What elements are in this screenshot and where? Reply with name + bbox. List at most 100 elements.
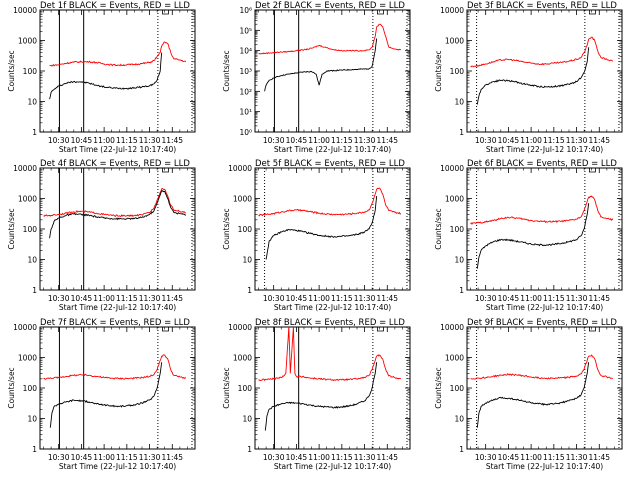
plot-frame <box>466 326 623 450</box>
y-tick-label: 1 <box>32 286 37 295</box>
x-tick-label: 11:30 <box>139 136 161 145</box>
x-tick-label: 10:45 <box>71 136 93 145</box>
series-line-events <box>264 38 378 92</box>
y-tick-label: 10 <box>242 415 252 424</box>
y-tick-label: 10 <box>454 256 464 265</box>
y-tick-label: 1 <box>459 445 464 454</box>
y-axis-label: Counts/sec <box>7 50 16 91</box>
x-tick-label: 11:00 <box>520 136 542 145</box>
series-line-events <box>476 47 590 105</box>
x-axis-label: Start Time (22-Jul-12 10:17:40) <box>486 303 603 312</box>
attenuator-marker <box>589 10 596 15</box>
attenuator-marker <box>162 168 169 173</box>
x-tick-label: 10:45 <box>286 136 308 145</box>
y-axis-label: Counts/sec <box>7 208 16 249</box>
y-tick-label: 10 <box>27 98 37 107</box>
panel-title: Det 9f BLACK = Events, RED = LLD <box>467 318 617 328</box>
x-tick-label: 10:45 <box>286 294 308 303</box>
x-axis-label: Start Time (22-Jul-12 10:17:40) <box>59 303 176 312</box>
x-tick-label: 11:45 <box>376 294 398 303</box>
x-tick-label: 10:45 <box>498 453 520 462</box>
x-tick-label: 11:00 <box>93 136 115 145</box>
panel-7: Det 7f BLACK = Events, RED = LLD 1 10 100 10… <box>7 318 196 471</box>
x-tick-label: 11:00 <box>520 453 542 462</box>
y-tick-label: 1000 <box>445 37 464 46</box>
attenuator-marker <box>377 327 384 332</box>
y-tick-label: 100 <box>238 384 253 393</box>
series-line-lld <box>258 326 402 382</box>
attenuator-marker <box>162 10 169 15</box>
y-tick-label: 1000 <box>233 354 252 363</box>
y-tick-label: 10⁶ <box>239 6 252 15</box>
y-tick-label: 10000 <box>440 164 464 173</box>
y-axis-label: Counts/sec <box>434 50 443 91</box>
y-tick-label: 10000 <box>228 323 252 332</box>
panel-6: Det 6f BLACK = Events, RED = LLD 1 10 100 10… <box>434 159 623 312</box>
y-axis-label: Counts/sec <box>222 50 231 91</box>
x-tick-label: 10:45 <box>498 136 520 145</box>
y-tick-label: 100 <box>450 384 465 393</box>
plot-frame <box>466 167 623 291</box>
x-axis-label: Start Time (22-Jul-12 10:17:40) <box>59 145 176 154</box>
series-line-lld <box>258 187 402 217</box>
y-axis-label: Counts/sec <box>7 367 16 408</box>
x-tick-label: 10:30 <box>48 136 70 145</box>
panel-5: Det 5f BLACK = Events, RED = LLD 1 10 100 10… <box>222 159 411 312</box>
y-tick-label: 100 <box>450 225 465 234</box>
attenuator-marker <box>377 168 384 173</box>
plot-frame <box>39 326 196 450</box>
attenuator-marker <box>377 10 384 15</box>
x-tick-label: 11:45 <box>588 453 610 462</box>
x-tick-label: 11:15 <box>116 136 138 145</box>
y-tick-label: 100 <box>450 67 465 76</box>
x-tick-label: 11:00 <box>93 294 115 303</box>
panel-title: Det 3f BLACK = Events, RED = LLD <box>467 1 617 11</box>
x-tick-label: 10:45 <box>71 294 93 303</box>
y-tick-label: 1 <box>247 286 252 295</box>
y-tick-label: 10000 <box>13 164 37 173</box>
y-tick-label: 1 <box>32 128 37 137</box>
x-tick-label: 11:15 <box>116 453 138 462</box>
x-tick-label: 10:45 <box>286 453 308 462</box>
panel-title: Det 2f BLACK = Events, RED = LLD <box>255 1 405 11</box>
x-tick-label: 11:45 <box>376 136 398 145</box>
x-axis-label: Start Time (22-Jul-12 10:17:40) <box>274 462 391 471</box>
x-tick-label: 11:45 <box>376 453 398 462</box>
x-axis-label: Start Time (22-Jul-12 10:17:40) <box>274 145 391 154</box>
x-tick-label: 11:30 <box>566 136 588 145</box>
panel-title: Det 8f BLACK = Events, RED = LLD <box>255 318 405 328</box>
y-tick-label: 10000 <box>13 6 37 15</box>
y-tick-label: 10 <box>27 256 37 265</box>
x-tick-label: 11:30 <box>354 136 376 145</box>
y-axis-label: Counts/sec <box>434 208 443 249</box>
y-tick-label: 10000 <box>228 164 252 173</box>
y-tick-label: 100 <box>23 384 38 393</box>
x-tick-label: 11:30 <box>566 453 588 462</box>
panel-title: Det 6f BLACK = Events, RED = LLD <box>467 159 617 169</box>
y-tick-label: 1 <box>32 445 37 454</box>
y-tick-label: 1000 <box>18 195 37 204</box>
x-tick-label: 11:15 <box>331 294 353 303</box>
x-tick-label: 10:30 <box>263 453 285 462</box>
series-line-lld <box>258 23 402 55</box>
attenuator-marker <box>162 327 169 332</box>
y-tick-label: 1000 <box>18 37 37 46</box>
series-line-events <box>49 190 187 239</box>
panel-title: Det 1f BLACK = Events, RED = LLD <box>40 1 190 11</box>
panel-title: Det 5f BLACK = Events, RED = LLD <box>255 159 405 169</box>
series-line-lld <box>470 36 614 68</box>
x-tick-label: 11:15 <box>543 453 565 462</box>
x-tick-label: 11:45 <box>161 294 183 303</box>
y-tick-label: 1000 <box>445 354 464 363</box>
y-tick-label: 10¹ <box>239 108 252 117</box>
x-tick-label: 11:00 <box>520 294 542 303</box>
y-tick-label: 10³ <box>239 67 252 76</box>
x-tick-label: 11:45 <box>588 294 610 303</box>
series-line-events <box>265 196 378 260</box>
series-line-lld <box>43 188 186 218</box>
panel-title: Det 4f BLACK = Events, RED = LLD <box>40 159 190 169</box>
y-tick-label: 10² <box>239 87 252 96</box>
y-tick-label: 10 <box>242 256 252 265</box>
y-axis-label: Counts/sec <box>222 367 231 408</box>
